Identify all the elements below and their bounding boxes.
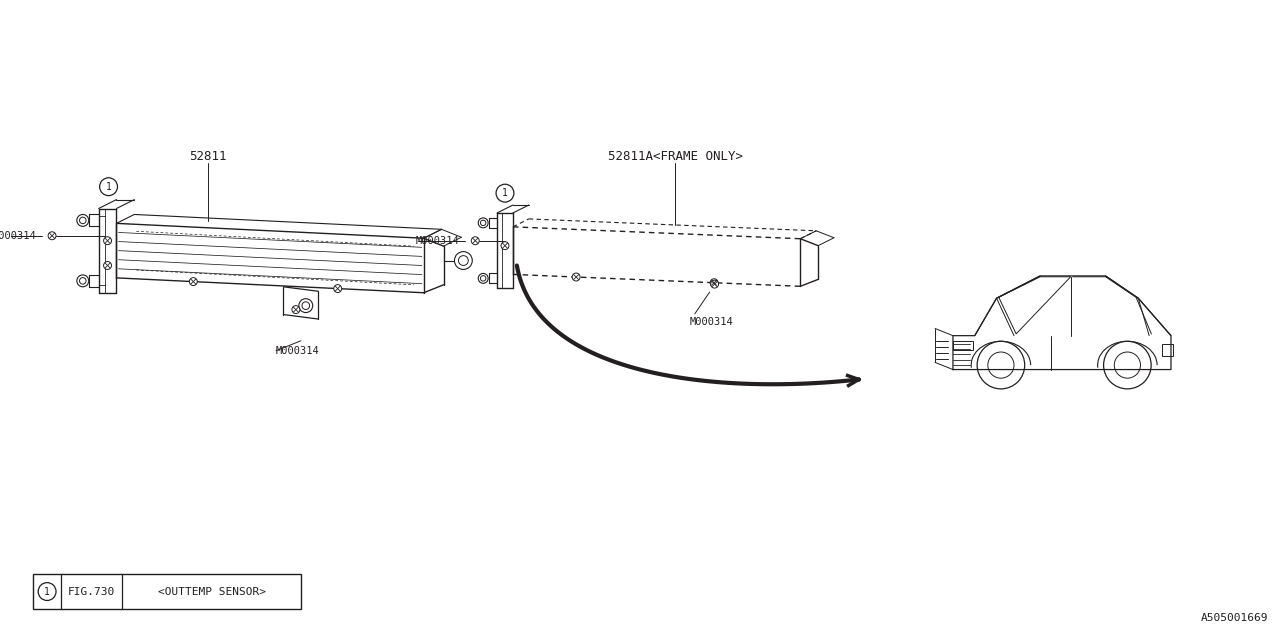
Circle shape [302,302,310,310]
Circle shape [77,214,88,227]
Text: <OUTTEMP SENSOR>: <OUTTEMP SENSOR> [157,586,266,596]
Circle shape [334,285,342,292]
Circle shape [479,218,488,228]
Bar [952,341,973,350]
Circle shape [497,184,513,202]
Circle shape [49,232,56,240]
Circle shape [77,275,88,287]
Circle shape [292,306,300,314]
Circle shape [454,252,472,269]
Circle shape [710,279,718,287]
Circle shape [471,237,479,244]
Circle shape [479,273,488,284]
Text: M000314: M000314 [690,317,733,327]
Circle shape [710,280,718,288]
Text: M000314: M000314 [416,236,460,246]
Circle shape [104,237,111,244]
Text: M000314: M000314 [0,231,36,241]
Text: M000314: M000314 [276,346,320,356]
Text: 52811: 52811 [189,150,227,163]
Circle shape [988,352,1014,378]
Circle shape [189,278,197,285]
Circle shape [79,217,86,223]
Text: 52811A<FRAME ONLY>: 52811A<FRAME ONLY> [608,150,742,163]
Circle shape [480,220,486,226]
Circle shape [38,582,56,600]
Circle shape [1103,341,1151,389]
Circle shape [480,276,486,281]
Text: 1: 1 [502,188,508,198]
Circle shape [500,242,509,250]
Circle shape [977,341,1025,389]
Circle shape [458,255,468,266]
Text: A505001669: A505001669 [1201,613,1268,623]
Circle shape [572,273,580,281]
Circle shape [298,299,312,312]
Text: 1: 1 [106,182,111,192]
Bar [33,573,301,609]
Bar [1162,344,1174,356]
Circle shape [104,262,111,269]
Text: FIG.730: FIG.730 [68,586,115,596]
Text: 1: 1 [45,586,50,596]
Circle shape [100,178,118,196]
Circle shape [79,278,86,284]
Circle shape [1115,352,1140,378]
